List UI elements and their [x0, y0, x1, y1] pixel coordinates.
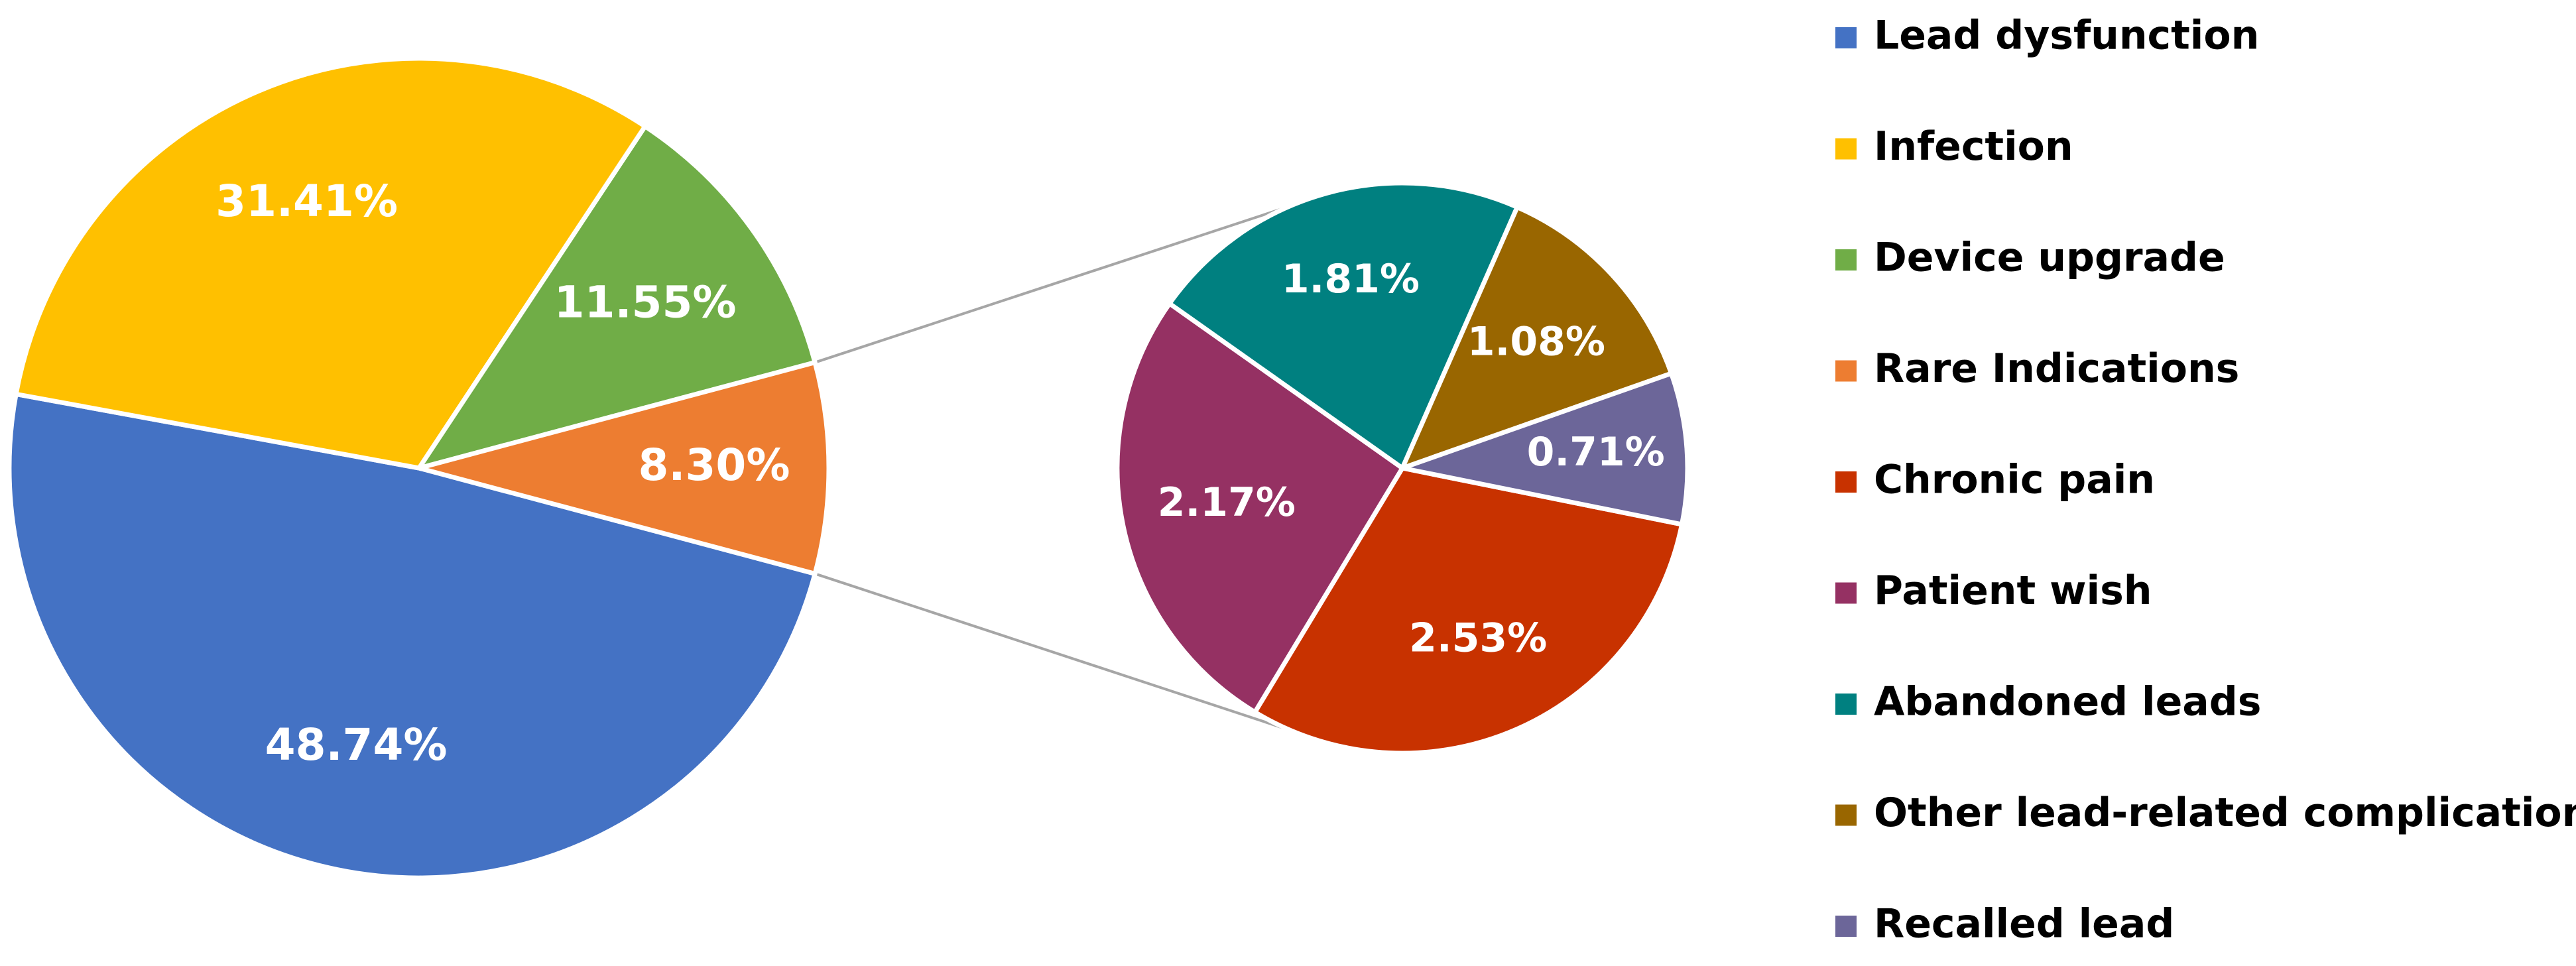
secondary-slice-label-patient-wish: 2.17% [1158, 479, 1296, 526]
legend-label-patient-wish: Patient wish [1874, 568, 2152, 614]
legend-item-device-upgrade: Device upgrade [1835, 235, 2225, 281]
legend-label-infection: Infection [1874, 123, 2073, 170]
main-slice-label-rare-indications: 8.30% [639, 440, 790, 491]
main-slice-label-infection: 31.41% [215, 176, 398, 227]
legend-label-lead-dysfunction: Lead dysfunction [1874, 13, 2259, 59]
legend-swatch-abandoned-leads [1835, 694, 1857, 715]
legend-item-other-lead-related-complications: Other lead-related complications [1835, 790, 2576, 836]
secondary-slice-label-recalled-lead: 0.71% [1527, 429, 1665, 475]
legend-label-abandoned-leads: Abandoned leads [1874, 679, 2261, 725]
legend-item-chronic-pain: Chronic pain [1835, 457, 2155, 503]
legend: Lead dysfunction Infection Device upgrade R… [1835, 13, 2576, 947]
legend-swatch-chronic-pain [1835, 471, 1857, 493]
main-slice-label-lead-dysfunction: 48.74% [265, 719, 448, 770]
secondary-pie: 2.53% 2.17% 1.81% 1.08% 0.71% [1115, 180, 1690, 756]
connector-line-bottom [814, 572, 1292, 732]
secondary-slice-label-other-lead-related-complications: 1.08% [1467, 318, 1605, 365]
main-slice-rare-indications [416, 360, 831, 576]
secondary-slice-patient-wish [1115, 301, 1405, 715]
legend-item-rare-indications: Rare Indications [1835, 345, 2239, 392]
legend-label-other-lead-related-complications: Other lead-related complications [1874, 790, 2576, 836]
legend-label-device-upgrade: Device upgrade [1874, 235, 2225, 281]
legend-item-patient-wish: Patient wish [1835, 568, 2152, 614]
legend-swatch-rare-indications [1835, 360, 1857, 382]
legend-item-recalled-lead: Recalled lead [1835, 901, 2174, 947]
legend-label-chronic-pain: Chronic pain [1874, 457, 2155, 503]
secondary-slice-recalled-lead [1400, 371, 1690, 527]
connector-line-top [814, 189, 1339, 364]
legend-swatch-device-upgrade [1835, 249, 1857, 271]
main-slice-lead-dysfunction [7, 391, 818, 880]
legend-swatch-patient-wish [1835, 582, 1857, 604]
legend-label-rare-indications: Rare Indications [1874, 345, 2239, 392]
legend-item-lead-dysfunction: Lead dysfunction [1835, 13, 2259, 59]
main-slice-device-upgrade [416, 124, 818, 471]
secondary-slice-abandoned-leads [1167, 180, 1520, 471]
main-slice-label-device-upgrade: 11.55% [554, 277, 737, 328]
main-pie: 48.74% 31.41% 11.55% 8.30% [7, 56, 831, 880]
legend-label-recalled-lead: Recalled lead [1874, 901, 2174, 947]
legend-item-infection: Infection [1835, 123, 2073, 170]
legend-swatch-lead-dysfunction [1835, 27, 1857, 48]
secondary-slice-other-lead-related-complications [1400, 204, 1674, 471]
secondary-slice-label-abandoned-leads: 1.81% [1282, 256, 1420, 302]
secondary-slice-label-chronic-pain: 2.53% [1409, 615, 1547, 661]
main-slice-infection [13, 56, 648, 471]
connector-lines [814, 189, 1339, 732]
legend-swatch-recalled-lead [1835, 916, 1857, 937]
legend-item-abandoned-leads: Abandoned leads [1835, 679, 2261, 725]
legend-swatch-infection [1835, 138, 1857, 160]
legend-swatch-other-lead-related-complications [1835, 804, 1857, 826]
